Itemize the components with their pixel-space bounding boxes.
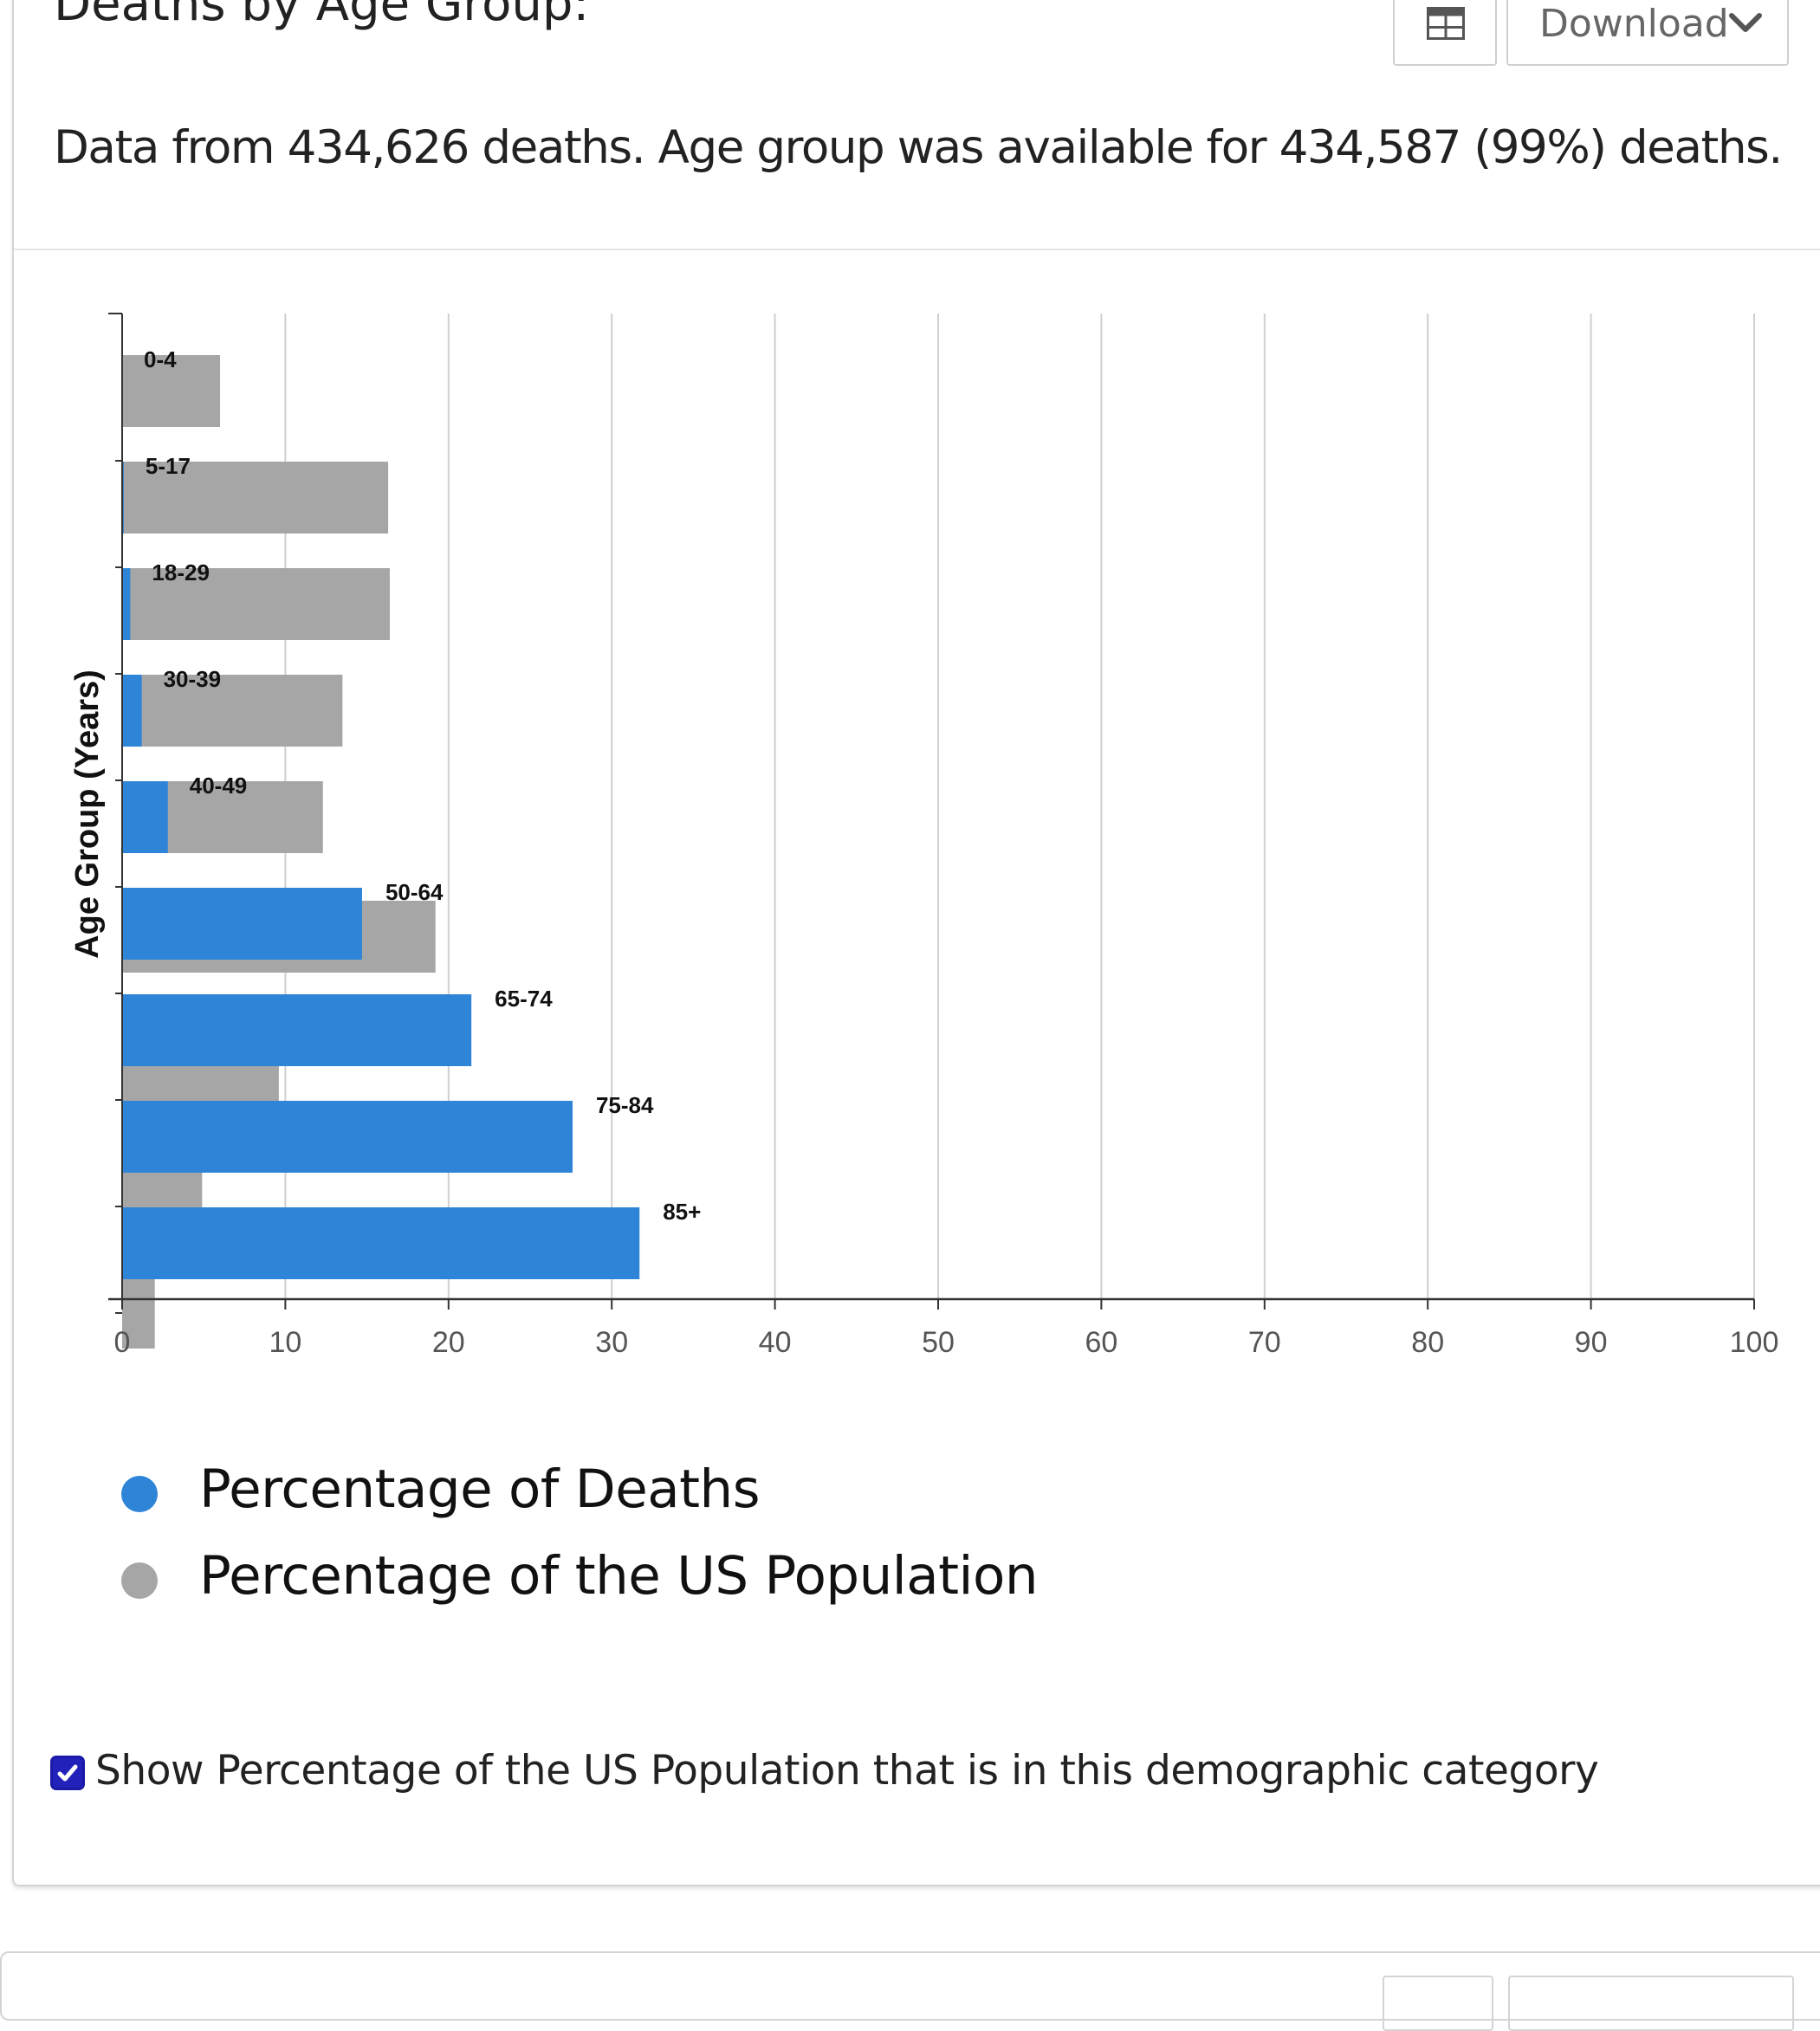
download-label: Download — [1539, 2, 1729, 46]
next-card — [0, 1951, 1820, 2031]
population-bar — [122, 355, 221, 427]
category-label: 75-84 — [596, 1092, 654, 1118]
axes — [108, 313, 1755, 1314]
category-label: 50-64 — [385, 879, 444, 905]
deaths-bar — [122, 1207, 640, 1279]
deaths-bar — [122, 568, 131, 640]
population-bar — [122, 462, 389, 534]
section-divider — [14, 249, 1820, 250]
category-label: 5-17 — [146, 453, 191, 479]
table-view-button[interactable] — [1393, 0, 1497, 66]
legend-dot-deaths — [121, 1476, 158, 1512]
category-label: 0-4 — [144, 346, 177, 372]
x-tick-label: 100 — [1730, 1326, 1779, 1359]
deaths-bar — [122, 781, 168, 853]
population-bar — [122, 568, 390, 640]
download-button[interactable]: Download — [1506, 0, 1789, 66]
category-label: 18-29 — [152, 559, 210, 585]
next-card-download-button[interactable] — [1508, 1976, 1794, 2031]
population-bar — [122, 675, 343, 747]
next-card-table-button[interactable] — [1383, 1976, 1493, 2031]
population-checkbox[interactable] — [50, 1756, 85, 1790]
x-tick-label: 80 — [1411, 1326, 1444, 1359]
table-grid-icon — [1427, 7, 1465, 40]
category-label: 30-39 — [164, 666, 222, 692]
x-tick-label: 60 — [1085, 1326, 1117, 1359]
x-tick-label: 20 — [432, 1326, 465, 1359]
x-tick-label: 90 — [1575, 1326, 1608, 1359]
x-tick-label: 40 — [759, 1326, 792, 1359]
category-label: 65-74 — [495, 986, 553, 1012]
checkmark-icon — [57, 1764, 78, 1782]
category-label: 85+ — [663, 1199, 701, 1225]
card-title: Deaths by Age Group: — [54, 0, 590, 32]
y-axis-title: Age Group (Years) — [69, 669, 106, 959]
x-tick-label: 10 — [269, 1326, 301, 1359]
deaths-bar — [122, 675, 142, 747]
deaths-bar — [122, 888, 362, 960]
age-group-chart: 0-4 5-17 18-29 30-39 40-49 50-64 65-74 75-84 85+… — [69, 313, 1779, 1359]
x-tick-label: 70 — [1248, 1326, 1281, 1359]
x-tick-label: 0 — [114, 1326, 131, 1359]
deaths-bar — [122, 994, 472, 1066]
chevron-down-icon — [1729, 13, 1762, 32]
population-bar — [122, 1277, 155, 1349]
x-tick-label: 50 — [922, 1326, 955, 1359]
deaths-bar — [122, 1101, 573, 1173]
bars — [122, 355, 640, 1349]
x-tick-label: 30 — [595, 1326, 628, 1359]
data-summary: Data from 434,626 deaths. Age group was … — [54, 121, 1783, 174]
category-label: 40-49 — [190, 773, 248, 799]
x-tick-labels: 0 10 20 30 40 50 60 70 80 90 100 — [114, 1326, 1779, 1359]
population-checkbox-label: Show Percentage of the US Population tha… — [95, 1747, 1599, 1795]
legend-label-deaths: Percentage of Deaths — [199, 1459, 760, 1520]
grid-lines — [284, 314, 1755, 1299]
legend-dot-population — [121, 1562, 158, 1599]
bar-labels: 0-4 5-17 18-29 30-39 40-49 50-64 65-74 75-84 85+ — [144, 346, 701, 1225]
legend-label-population: Percentage of the US Population — [199, 1545, 1038, 1607]
